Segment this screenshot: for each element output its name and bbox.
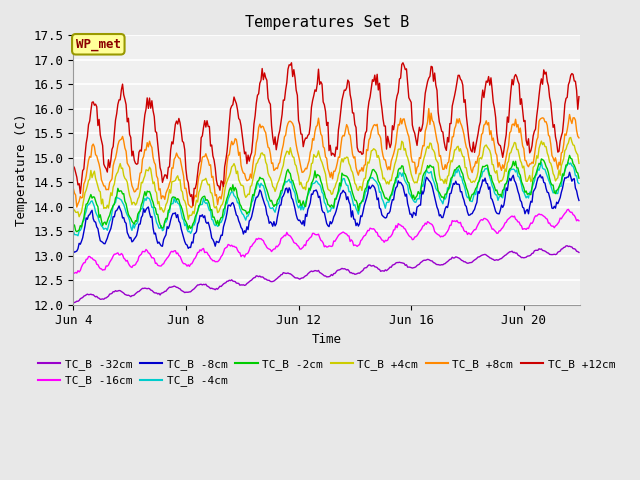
TC_B -8cm [575,198,583,204]
TC_B -2cm [470,189,478,195]
TC_B +4cm [421,151,429,157]
TC_B -4cm [538,160,545,166]
Line: TC_B -8cm: TC_B -8cm [73,172,579,252]
TC_B +8cm [108,176,116,181]
TC_B -8cm [70,250,78,255]
TC_B -4cm [470,189,478,195]
TC_B +12cm [189,203,196,209]
Legend: TC_B -32cm, TC_B -16cm, TC_B -8cm, TC_B -4cm, TC_B -2cm, TC_B +4cm, TC_B +8cm, T: TC_B -32cm, TC_B -16cm, TC_B -8cm, TC_B … [34,355,620,391]
TC_B +8cm [188,204,196,210]
TC_B +12cm [108,146,116,152]
TC_B -4cm [575,180,583,186]
TC_B +8cm [421,128,429,134]
TC_B -8cm [566,169,573,175]
TC_B -2cm [421,169,429,175]
TC_B -8cm [69,248,77,254]
TC_B -32cm [69,300,77,305]
TC_B -32cm [109,289,117,295]
TC_B +4cm [567,134,575,140]
TC_B +4cm [470,179,478,185]
Line: TC_B +4cm: TC_B +4cm [73,137,579,219]
TC_B +12cm [422,84,430,90]
TC_B -4cm [421,172,429,178]
TC_B -8cm [109,214,117,219]
TC_B -32cm [470,257,478,263]
TC_B +12cm [461,97,469,103]
TC_B -8cm [470,206,478,212]
Y-axis label: Temperature (C): Temperature (C) [15,114,28,226]
TC_B +12cm [472,144,479,149]
TC_B -32cm [534,247,541,253]
TC_B +8cm [461,139,469,144]
TC_B -8cm [364,191,372,196]
TC_B -2cm [109,203,117,208]
TC_B -2cm [73,229,81,235]
TC_B +8cm [69,185,77,191]
TC_B -8cm [421,180,429,185]
Text: WP_met: WP_met [76,38,121,51]
TC_B -32cm [70,300,78,305]
TC_B +8cm [425,106,433,111]
TC_B -2cm [460,177,468,183]
TC_B -16cm [459,224,467,230]
TC_B -4cm [69,228,77,233]
TC_B -16cm [420,223,428,228]
TC_B +8cm [364,148,372,154]
TC_B +12cm [399,60,407,66]
TC_B +8cm [575,135,583,141]
TC_B -2cm [69,222,77,228]
TC_B -32cm [421,257,429,263]
TC_B -2cm [534,165,541,170]
X-axis label: Time: Time [312,333,342,346]
TC_B +12cm [535,93,543,98]
TC_B -16cm [533,213,541,219]
TC_B -4cm [460,182,468,188]
TC_B +8cm [472,158,479,164]
TC_B -2cm [566,153,573,158]
TC_B -16cm [108,256,116,262]
Line: TC_B -2cm: TC_B -2cm [73,156,579,232]
TC_B -16cm [564,206,572,212]
TC_B -32cm [575,250,583,255]
TC_B +8cm [535,119,543,124]
Title: Temperatures Set B: Temperatures Set B [244,15,409,30]
TC_B -32cm [563,243,571,249]
TC_B +4cm [108,193,116,199]
TC_B -16cm [575,218,583,224]
TC_B -2cm [575,175,583,181]
Line: TC_B +8cm: TC_B +8cm [73,108,579,207]
TC_B +4cm [184,216,192,222]
Line: TC_B -4cm: TC_B -4cm [73,163,579,236]
TC_B +4cm [534,156,541,161]
TC_B +4cm [364,159,372,165]
TC_B +4cm [69,206,77,212]
TC_B -16cm [69,271,77,276]
TC_B -4cm [109,204,117,209]
TC_B +4cm [460,154,468,159]
TC_B -16cm [470,228,477,234]
TC_B -16cm [363,230,371,236]
Line: TC_B +12cm: TC_B +12cm [73,63,579,206]
TC_B -2cm [364,178,372,184]
TC_B -32cm [364,263,372,269]
TC_B -8cm [460,197,468,203]
TC_B +12cm [69,163,77,169]
TC_B -8cm [534,175,541,181]
TC_B -4cm [74,233,82,239]
Line: TC_B -32cm: TC_B -32cm [73,246,579,302]
TC_B -4cm [534,166,541,172]
Line: TC_B -16cm: TC_B -16cm [73,209,579,274]
TC_B -32cm [460,259,468,264]
TC_B -4cm [364,182,372,188]
TC_B +4cm [575,160,583,166]
TC_B +12cm [575,94,583,99]
TC_B +12cm [364,108,372,114]
